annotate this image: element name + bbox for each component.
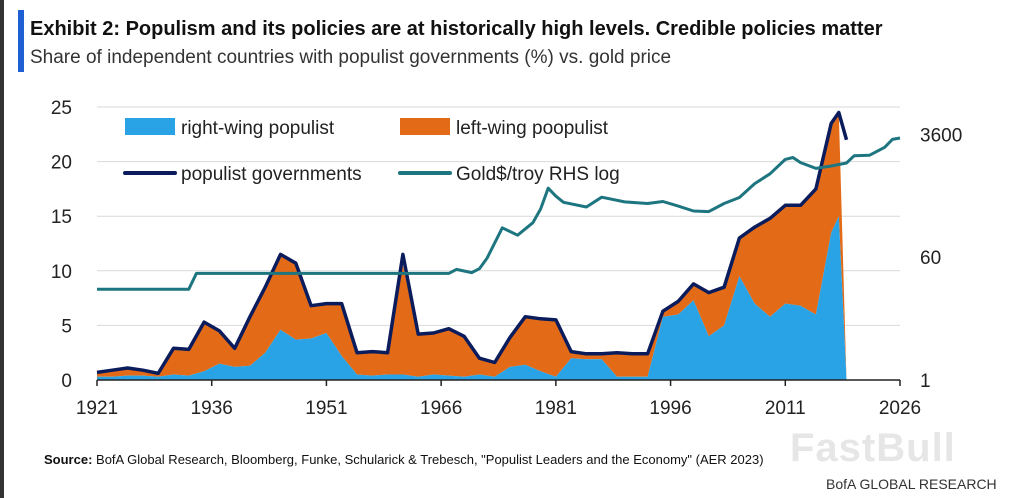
source-note: Source: BofA Global Research, Bloomberg,…	[44, 452, 764, 467]
y-right-tick-label: 3600	[920, 125, 962, 146]
brand-label: BofA GLOBAL RESEARCH	[826, 476, 997, 492]
title-accent-bar	[18, 10, 24, 72]
watermark-logo: FastBull	[790, 426, 956, 470]
x-tick-label: 2011	[765, 398, 806, 419]
area-left-wing-populist	[97, 112, 855, 380]
left-border	[0, 0, 4, 498]
area-right-wing-populist	[97, 216, 855, 380]
y-left-tick-label: 15	[51, 207, 72, 228]
y-left-tick-label: 25	[51, 98, 72, 119]
x-tick-label: 1951	[305, 398, 347, 419]
x-tick-label: 1966	[420, 398, 462, 419]
legend-label: right-wing populist	[181, 118, 335, 139]
x-tick-label: 1981	[535, 398, 577, 419]
source-label: Source:	[44, 452, 93, 467]
legend-label: Gold$/troy RHS log	[456, 164, 620, 185]
y-left-tick-label: 0	[61, 371, 72, 392]
chart-subtitle: Share of independent countries with popu…	[30, 47, 672, 68]
source-text: BofA Global Research, Bloomberg, Funke, …	[96, 452, 764, 467]
x-tick-label: 2026	[879, 398, 921, 419]
legend-label: left-wing poopulist	[456, 118, 609, 139]
legend-swatch	[125, 118, 175, 135]
legend-label: populist governments	[181, 164, 362, 185]
x-tick-label: 1936	[191, 398, 233, 419]
x-tick-label: 1996	[649, 398, 691, 419]
line-gold-price	[97, 136, 901, 291]
x-tick-label: 1921	[76, 398, 118, 419]
y-right-tick-label: 60	[920, 248, 941, 269]
y-left-tick-label: 10	[51, 262, 72, 283]
chart-title: Exhibit 2: Populism and its policies are…	[30, 18, 883, 40]
y-left-tick-label: 20	[51, 153, 72, 174]
y-right-tick-label: 1	[920, 371, 931, 392]
y-left-tick-label: 5	[61, 316, 72, 337]
legend-swatch	[400, 118, 450, 135]
line-populist-governments	[96, 110, 849, 376]
